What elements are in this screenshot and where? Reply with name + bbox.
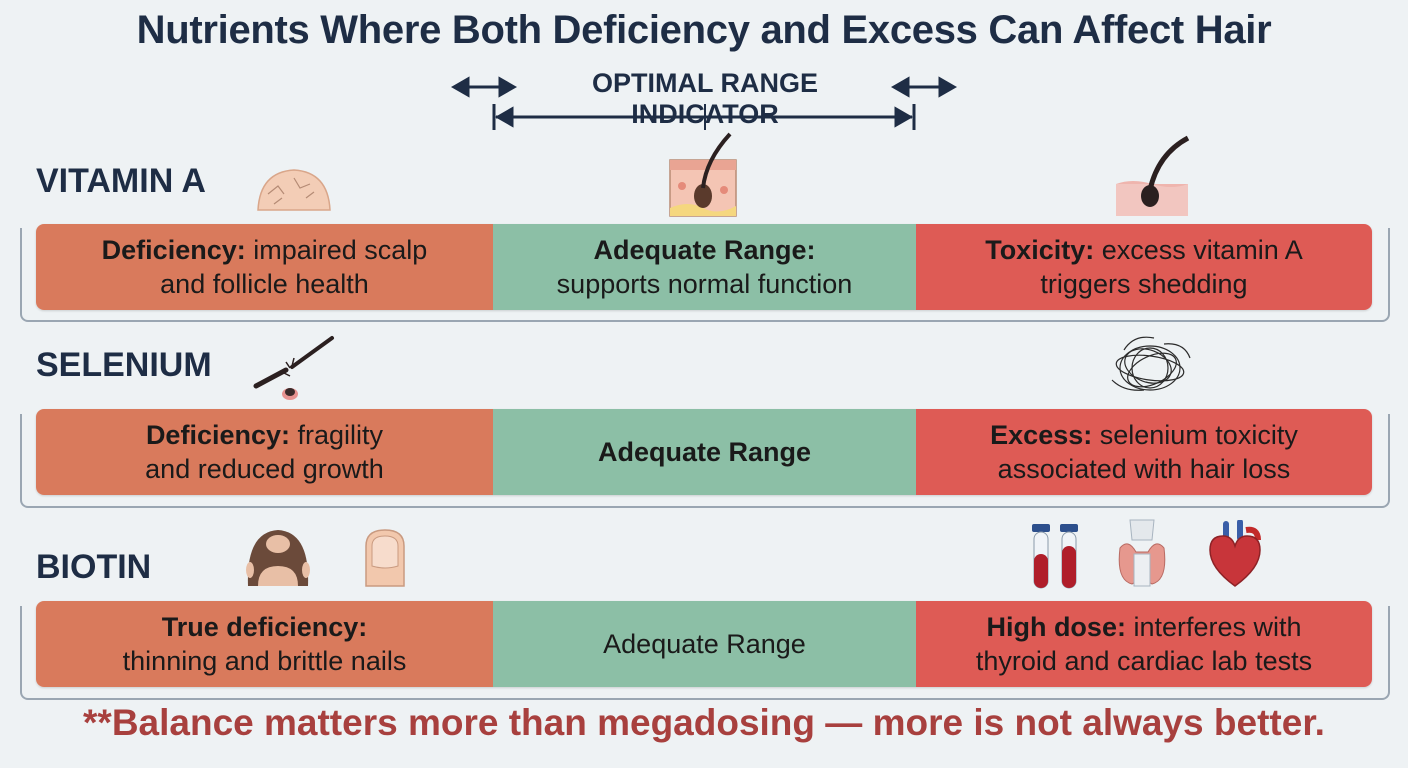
section-bracket-vitamin-a (20, 228, 1390, 322)
excess-segment: Toxicity: excess vitamin A triggers shed… (916, 224, 1372, 310)
deficiency-text-2: thinning and brittle nails (122, 646, 407, 676)
adequate-label: Adequate Range (597, 437, 812, 467)
hair-follicle-icon (1116, 135, 1190, 216)
range-bar-selenium: Deficiency: fragility and reduced growth… (36, 409, 1372, 495)
nutrient-name-vitamin-a: VITAMIN A (36, 162, 206, 200)
excess-term: Excess: (990, 420, 1093, 450)
deficiency-text-1: fragility (290, 420, 384, 450)
page-title: Nutrients Where Both Deficiency and Exce… (136, 8, 1272, 52)
excess-segment: High dose: interferes with thyroid and c… (916, 601, 1372, 687)
dry-scalp-icon (257, 169, 331, 211)
broken-hair-icon (253, 336, 334, 400)
excess-text-1: selenium toxicity (1092, 420, 1298, 450)
deficiency-text-2: and reduced growth (145, 454, 384, 484)
thinning-hair-head-icon (246, 530, 310, 586)
excess-text-2: thyroid and cardiac lab tests (975, 646, 1313, 676)
deficiency-term: Deficiency: (101, 235, 246, 265)
adequate-label: Adequate Range (603, 629, 806, 659)
nutrient-name-selenium: SELENIUM (36, 346, 212, 384)
thyroid-icon (1118, 519, 1166, 587)
hair-follicle-cross-section-icon (669, 132, 737, 217)
excess-text-1: interferes with (1125, 612, 1302, 642)
section-bracket-biotin (20, 606, 1390, 700)
adequate-segment: Adequate Range (493, 601, 916, 687)
deficiency-segment: Deficiency: impaired scalp and follicle … (36, 224, 493, 310)
blood-test-tubes-icon (1032, 524, 1078, 589)
deficiency-text-1: impaired scalp (245, 235, 428, 265)
optimal-range-indicator (450, 76, 958, 130)
deficiency-term: Deficiency: (145, 420, 290, 450)
deficiency-segment: True deficiency: thinning and brittle na… (36, 601, 493, 687)
heart-icon (1209, 520, 1261, 587)
fingernail-icon (365, 529, 405, 587)
deficiency-text-2: and follicle health (160, 269, 369, 299)
section-bracket-selenium (20, 414, 1390, 508)
nutrient-name-biotin: BIOTIN (36, 548, 152, 586)
deficiency-term: True deficiency: (161, 612, 368, 642)
excess-text-2: associated with hair loss (997, 454, 1291, 484)
adequate-term: Adequate Range: (593, 235, 816, 265)
range-bar-biotin: True deficiency: thinning and brittle na… (36, 601, 1372, 687)
optimal-range-label: OPTIMAL RANGE INDICATOR (591, 68, 818, 129)
excess-term: Toxicity: (985, 235, 1095, 265)
excess-term: High dose: (986, 612, 1126, 642)
excess-segment: Excess: selenium toxicity associated wit… (916, 409, 1372, 495)
footer-note: **Balance matters more than megadosing —… (83, 702, 1325, 743)
excess-text-1: excess vitamin A (1094, 235, 1303, 265)
deficiency-segment: Deficiency: fragility and reduced growth (36, 409, 493, 495)
adequate-text-2: supports normal function (556, 269, 853, 299)
adequate-segment: Adequate Range: supports normal function (493, 224, 916, 310)
excess-text-2: triggers shedding (1040, 269, 1248, 299)
adequate-segment: Adequate Range (493, 409, 916, 495)
tangled-hair-clump-icon (1111, 336, 1191, 391)
range-bar-vitamin-a: Deficiency: impaired scalp and follicle … (36, 224, 1372, 310)
